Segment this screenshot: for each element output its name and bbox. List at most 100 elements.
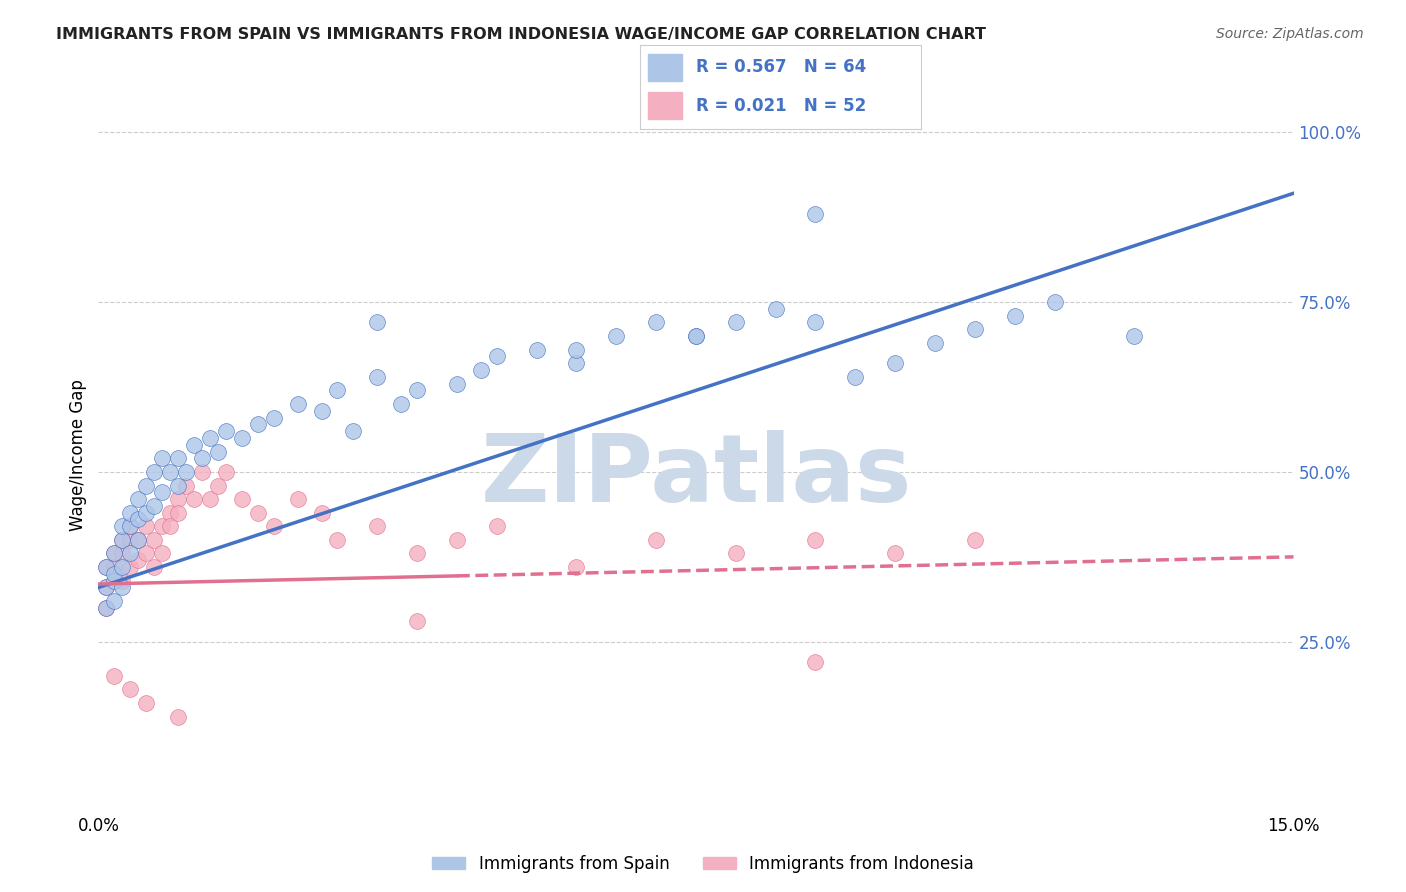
Point <box>1043 295 1066 310</box>
Point <box>111 574 134 588</box>
Point <box>150 485 173 500</box>
Point <box>565 356 588 370</box>
Point <box>150 451 173 466</box>
Point <box>159 506 181 520</box>
Point <box>446 533 468 547</box>
Text: Source: ZipAtlas.com: Source: ZipAtlas.com <box>1216 27 1364 41</box>
Point <box>150 519 173 533</box>
Point <box>215 424 238 438</box>
Point <box>150 546 173 560</box>
Point <box>174 478 197 492</box>
Text: R = 0.021   N = 52: R = 0.021 N = 52 <box>696 96 866 114</box>
Point <box>111 546 134 560</box>
Point <box>446 376 468 391</box>
Point <box>724 315 747 329</box>
Point <box>159 465 181 479</box>
Point <box>167 492 190 507</box>
Point <box>103 546 125 560</box>
Point <box>685 329 707 343</box>
Point <box>111 533 134 547</box>
Point <box>120 519 142 533</box>
Point <box>174 465 197 479</box>
Legend: Immigrants from Spain, Immigrants from Indonesia: Immigrants from Spain, Immigrants from I… <box>425 848 981 880</box>
Point <box>844 369 866 384</box>
Point <box>159 519 181 533</box>
Point <box>120 519 142 533</box>
Point <box>167 451 190 466</box>
Point <box>645 533 668 547</box>
Point <box>342 424 364 438</box>
Point <box>135 506 157 520</box>
Point <box>111 533 134 547</box>
Point <box>127 512 149 526</box>
Point <box>645 315 668 329</box>
Point <box>120 533 142 547</box>
Point <box>127 553 149 567</box>
Point <box>565 343 588 357</box>
Point <box>485 519 508 533</box>
Point <box>1123 329 1146 343</box>
Point <box>215 465 238 479</box>
Point <box>103 594 125 608</box>
Text: ZIPatlas: ZIPatlas <box>481 430 911 523</box>
Point <box>103 546 125 560</box>
Point <box>96 560 118 574</box>
Point <box>143 533 166 547</box>
Point <box>120 506 142 520</box>
Point <box>96 560 118 574</box>
Point <box>120 682 142 697</box>
Point <box>246 417 269 432</box>
Point <box>207 478 229 492</box>
Point <box>326 533 349 547</box>
Point <box>135 478 157 492</box>
Point <box>246 506 269 520</box>
Point <box>884 546 907 560</box>
Y-axis label: Wage/Income Gap: Wage/Income Gap <box>69 379 87 531</box>
Point <box>765 301 787 316</box>
Point <box>167 506 190 520</box>
Point <box>804 315 827 329</box>
Point <box>804 655 827 669</box>
Point <box>287 397 309 411</box>
Point <box>103 574 125 588</box>
Point <box>884 356 907 370</box>
Point <box>191 465 214 479</box>
Point <box>198 431 221 445</box>
Point <box>120 546 142 560</box>
Point <box>231 431 253 445</box>
Point <box>287 492 309 507</box>
Point <box>366 315 388 329</box>
Point <box>924 335 946 350</box>
Point <box>96 581 118 595</box>
Point <box>366 369 388 384</box>
Point <box>470 363 492 377</box>
Bar <box>648 54 682 81</box>
Point <box>135 519 157 533</box>
Point <box>724 546 747 560</box>
Point <box>389 397 412 411</box>
Point <box>191 451 214 466</box>
Point <box>183 492 205 507</box>
Point <box>207 444 229 458</box>
Point <box>311 403 333 417</box>
Point <box>311 506 333 520</box>
Point <box>565 560 588 574</box>
Point <box>526 343 548 357</box>
Point <box>485 350 508 364</box>
Point <box>127 533 149 547</box>
Point <box>366 519 388 533</box>
Point <box>111 560 134 574</box>
Point <box>406 546 429 560</box>
Point <box>198 492 221 507</box>
Text: IMMIGRANTS FROM SPAIN VS IMMIGRANTS FROM INDONESIA WAGE/INCOME GAP CORRELATION C: IMMIGRANTS FROM SPAIN VS IMMIGRANTS FROM… <box>56 27 986 42</box>
Point <box>135 546 157 560</box>
Point <box>963 533 986 547</box>
Point <box>143 560 166 574</box>
Point <box>96 600 118 615</box>
Point <box>103 574 125 588</box>
Point <box>804 533 827 547</box>
Point <box>96 581 118 595</box>
Point <box>127 492 149 507</box>
Point <box>804 207 827 221</box>
Point <box>406 384 429 398</box>
